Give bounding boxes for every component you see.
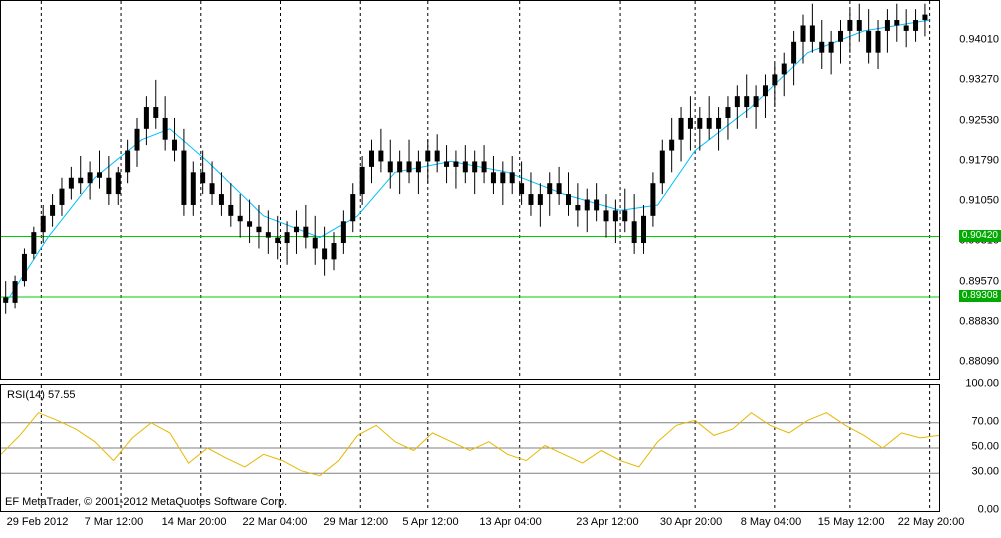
x-tick-label: 29 Mar 12:00 xyxy=(323,516,388,528)
x-axis: 29 Feb 2012 7 Mar 12:00 14 Mar 20:00 22 Mar… xyxy=(0,514,1001,538)
x-tick-label: 15 May 12:00 xyxy=(818,516,885,528)
y-tick-label: 0.88830 xyxy=(959,316,999,327)
x-tick-label: 22 Mar 04:00 xyxy=(243,516,308,528)
price-level-badge: 0.90420 xyxy=(959,230,1001,242)
x-tick-label: 8 May 04:00 xyxy=(741,516,802,528)
rsi-chart[interactable]: RSI(14) 57.55 EF MetaTrader, © 2001-2012… xyxy=(0,384,940,512)
rsi-y-tick-label: 70.00 xyxy=(971,416,999,427)
y-tick-label: 0.91790 xyxy=(959,155,999,166)
main-price-chart[interactable] xyxy=(0,0,940,380)
y-axis-main: 0.940100.932700.925300.917900.910500.903… xyxy=(940,0,1001,380)
rsi-chart-canvas xyxy=(1,385,939,511)
footer-text: EF MetaTrader, © 2001-2012 MetaQuotes So… xyxy=(5,496,287,508)
chart-container: 0.940100.932700.925300.917900.910500.903… xyxy=(0,0,1001,538)
rsi-y-tick-label: 100.00 xyxy=(965,379,999,390)
y-axis-rsi: 100.0070.0050.0030.000.00 xyxy=(940,384,1001,512)
price-level-badge: 0.89308 xyxy=(959,290,1001,302)
y-tick-label: 0.93270 xyxy=(959,75,999,86)
rsi-y-tick-label: 50.00 xyxy=(971,442,999,453)
rsi-label: RSI(14) 57.55 xyxy=(7,389,75,401)
x-tick-label: 14 Mar 20:00 xyxy=(162,516,227,528)
x-tick-label: 23 Apr 12:00 xyxy=(576,516,638,528)
y-tick-label: 0.91050 xyxy=(959,196,999,207)
y-tick-label: 0.92530 xyxy=(959,115,999,126)
y-tick-label: 0.94010 xyxy=(959,35,999,46)
x-tick-label: 5 Apr 12:00 xyxy=(402,516,458,528)
rsi-y-tick-label: 30.00 xyxy=(971,467,999,478)
y-tick-label: 0.89570 xyxy=(959,276,999,287)
y-tick-label: 0.88090 xyxy=(959,357,999,368)
x-tick-label: 29 Feb 2012 xyxy=(7,516,69,528)
main-chart-canvas xyxy=(1,1,939,379)
x-tick-label: 13 Apr 04:00 xyxy=(479,516,541,528)
x-tick-label: 7 Mar 12:00 xyxy=(85,516,144,528)
x-tick-label: 22 May 20:00 xyxy=(898,516,965,528)
x-tick-label: 30 Apr 20:00 xyxy=(660,516,722,528)
